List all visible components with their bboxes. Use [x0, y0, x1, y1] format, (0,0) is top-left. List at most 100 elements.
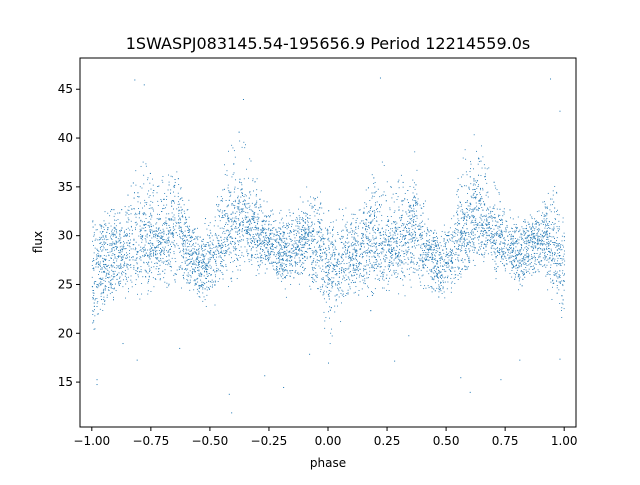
- data-point: [112, 246, 114, 248]
- data-point: [226, 240, 228, 242]
- data-point: [412, 197, 414, 199]
- data-point: [420, 235, 422, 237]
- data-point: [125, 277, 127, 279]
- data-point: [335, 273, 337, 275]
- data-point: [413, 182, 415, 184]
- data-point: [170, 266, 172, 268]
- data-point: [371, 197, 373, 199]
- data-point: [364, 202, 366, 204]
- data-point: [531, 237, 533, 239]
- data-point: [264, 220, 266, 222]
- data-point: [461, 232, 463, 234]
- data-point: [508, 258, 510, 260]
- data-point: [382, 272, 383, 274]
- data-point: [394, 234, 396, 236]
- data-point: [530, 266, 532, 268]
- data-point: [421, 258, 423, 260]
- data-point: [311, 263, 313, 265]
- data-point: [94, 315, 96, 317]
- data-point: [193, 289, 195, 291]
- data-point: [193, 231, 195, 233]
- data-point: [105, 239, 107, 241]
- data-point: [174, 246, 176, 248]
- data-point: [431, 240, 433, 242]
- data-point: [407, 251, 409, 253]
- data-point: [542, 212, 544, 214]
- data-point: [95, 281, 97, 282]
- data-point: [127, 240, 129, 242]
- data-point: [352, 268, 354, 270]
- data-point: [110, 225, 112, 227]
- data-point: [372, 226, 374, 228]
- data-point: [465, 235, 467, 237]
- data-point: [356, 240, 358, 242]
- data-point: [481, 196, 483, 198]
- data-point: [557, 243, 559, 245]
- data-point: [550, 264, 552, 266]
- data-point: [297, 225, 299, 227]
- data-point: [352, 280, 354, 282]
- data-point: [436, 273, 438, 275]
- data-point: [490, 215, 492, 217]
- data-point: [220, 247, 222, 249]
- data-point: [464, 231, 466, 233]
- data-point: [240, 239, 242, 241]
- data-point: [472, 184, 474, 186]
- data-point: [150, 248, 152, 249]
- data-point: [248, 202, 250, 204]
- data-point: [261, 260, 263, 262]
- data-point: [228, 221, 230, 223]
- data-point: [390, 186, 392, 187]
- data-point: [205, 244, 207, 246]
- data-point: [338, 296, 340, 298]
- data-point: [327, 273, 329, 275]
- data-point: [209, 229, 211, 231]
- data-point: [549, 232, 551, 234]
- data-point: [402, 224, 404, 226]
- data-point: [446, 288, 448, 290]
- data-point: [467, 266, 469, 268]
- data-point: [331, 335, 333, 337]
- data-point: [356, 217, 358, 219]
- data-point: [409, 186, 411, 187]
- data-point: [291, 252, 293, 254]
- data-point: [197, 227, 198, 229]
- data-point: [106, 249, 108, 251]
- data-point: [457, 279, 459, 281]
- data-point: [143, 227, 145, 229]
- data-point: [305, 239, 307, 241]
- data-point: [315, 261, 316, 263]
- data-point: [378, 243, 380, 245]
- data-point: [369, 215, 371, 217]
- data-point: [163, 223, 165, 225]
- data-point: [148, 216, 150, 217]
- data-point: [338, 281, 340, 283]
- data-point: [547, 238, 549, 240]
- data-point: [179, 251, 181, 253]
- data-point: [166, 223, 168, 224]
- data-point: [523, 273, 525, 275]
- data-point: [327, 233, 329, 235]
- data-point: [439, 265, 441, 267]
- data-point: [471, 221, 473, 223]
- data-point: [521, 238, 522, 240]
- data-point: [414, 240, 416, 242]
- data-point: [486, 218, 487, 220]
- data-point: [191, 249, 192, 251]
- data-point: [458, 238, 460, 240]
- data-point: [308, 234, 310, 236]
- data-point: [455, 222, 457, 224]
- data-point: [281, 238, 283, 240]
- data-point: [166, 224, 168, 226]
- data-point: [425, 259, 427, 261]
- data-point: [283, 231, 285, 233]
- data-point: [243, 255, 245, 257]
- data-point: [539, 254, 541, 255]
- data-point: [368, 250, 370, 252]
- data-point: [525, 254, 527, 256]
- data-point: [503, 247, 505, 249]
- data-point: [408, 246, 410, 248]
- data-point: [372, 228, 374, 230]
- data-point: [478, 254, 480, 255]
- data-point: [321, 219, 323, 221]
